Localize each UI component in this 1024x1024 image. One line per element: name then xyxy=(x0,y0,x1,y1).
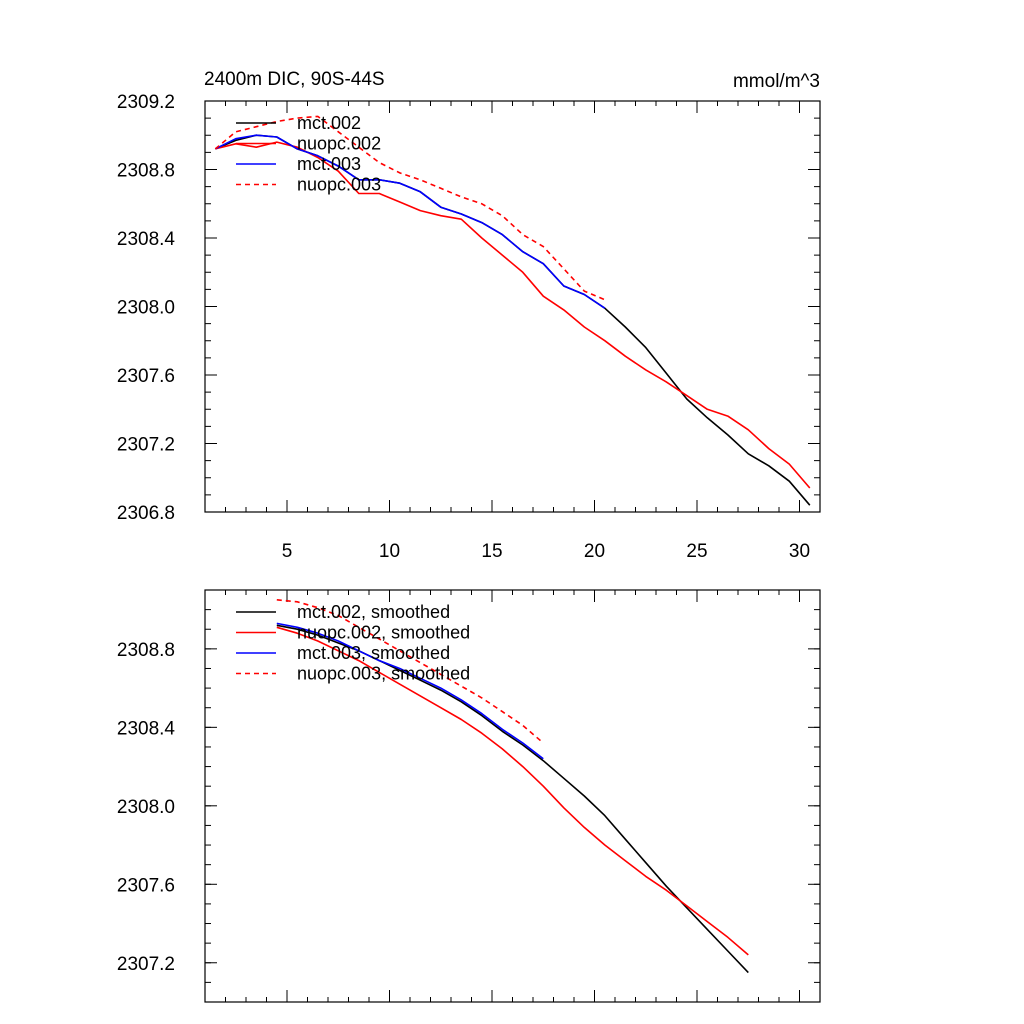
x-tick-label: 25 xyxy=(686,541,707,562)
y-tick-label: 2308.8 xyxy=(117,640,175,661)
legend-label: mct.002, smoothed xyxy=(297,602,450,622)
x-tick-label: 5 xyxy=(282,541,293,562)
chart-title: 2400m DIC, 90S-44S xyxy=(204,69,385,90)
series-line-2 xyxy=(214,134,606,309)
y-tick-label: 2308.8 xyxy=(117,161,175,182)
y-tick-label: 2307.6 xyxy=(117,366,175,387)
y-tick-label: 2307.2 xyxy=(117,954,175,975)
series-line-1 xyxy=(276,626,749,956)
legend-label: mct.003 xyxy=(297,154,361,174)
legend-label: mct.003, smoothed xyxy=(297,643,450,663)
top-panel: 2400m DIC, 90S-44S mmol/m^3 5 10 15 20 25 30 2… xyxy=(117,69,821,562)
x-tick-label: 10 xyxy=(379,541,400,562)
y-tick-label: 2309.2 xyxy=(117,92,175,113)
y-tick-label: 2308.0 xyxy=(117,797,175,818)
y-tick-label: 2308.4 xyxy=(117,229,176,250)
y-tick-label: 2308.4 xyxy=(117,718,176,739)
y-tick-label: 2308.0 xyxy=(117,298,175,319)
legend-label: nuopc.002 xyxy=(297,134,381,154)
bottom-panel: 2307.2 2307.6 2308.0 2308.4 2308.8 mct.002, s… xyxy=(117,589,821,1003)
x-tick-label: 15 xyxy=(481,541,502,562)
series-line-3 xyxy=(276,599,544,744)
series-line-1 xyxy=(215,141,811,489)
x-tick-label: 30 xyxy=(789,541,810,562)
series-line-2 xyxy=(276,622,544,760)
units-label: mmol/m^3 xyxy=(733,71,820,92)
legend-label: nuopc.002, smoothed xyxy=(297,623,470,643)
legend-label: nuopc.003, smoothed xyxy=(297,664,470,684)
y-tick-label: 2306.8 xyxy=(117,503,175,524)
legend-label: nuopc.003 xyxy=(297,175,381,195)
series-line-3 xyxy=(214,115,606,301)
y-tick-label: 2307.2 xyxy=(117,435,175,456)
x-tick-label: 20 xyxy=(584,541,605,562)
y-tick-label: 2307.6 xyxy=(117,875,175,896)
legend-label: mct.002 xyxy=(297,113,361,133)
